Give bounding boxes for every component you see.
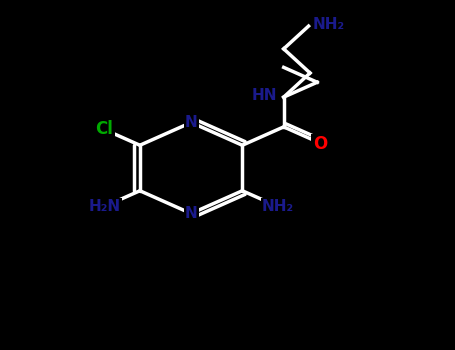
Text: NH₂: NH₂ [262,199,294,214]
Text: Cl: Cl [96,120,113,139]
Text: NH₂: NH₂ [313,17,345,32]
Text: O: O [313,135,327,153]
Text: N: N [185,206,197,221]
Text: HN: HN [251,88,277,103]
Text: H₂N: H₂N [88,199,121,214]
Text: N: N [185,115,197,130]
